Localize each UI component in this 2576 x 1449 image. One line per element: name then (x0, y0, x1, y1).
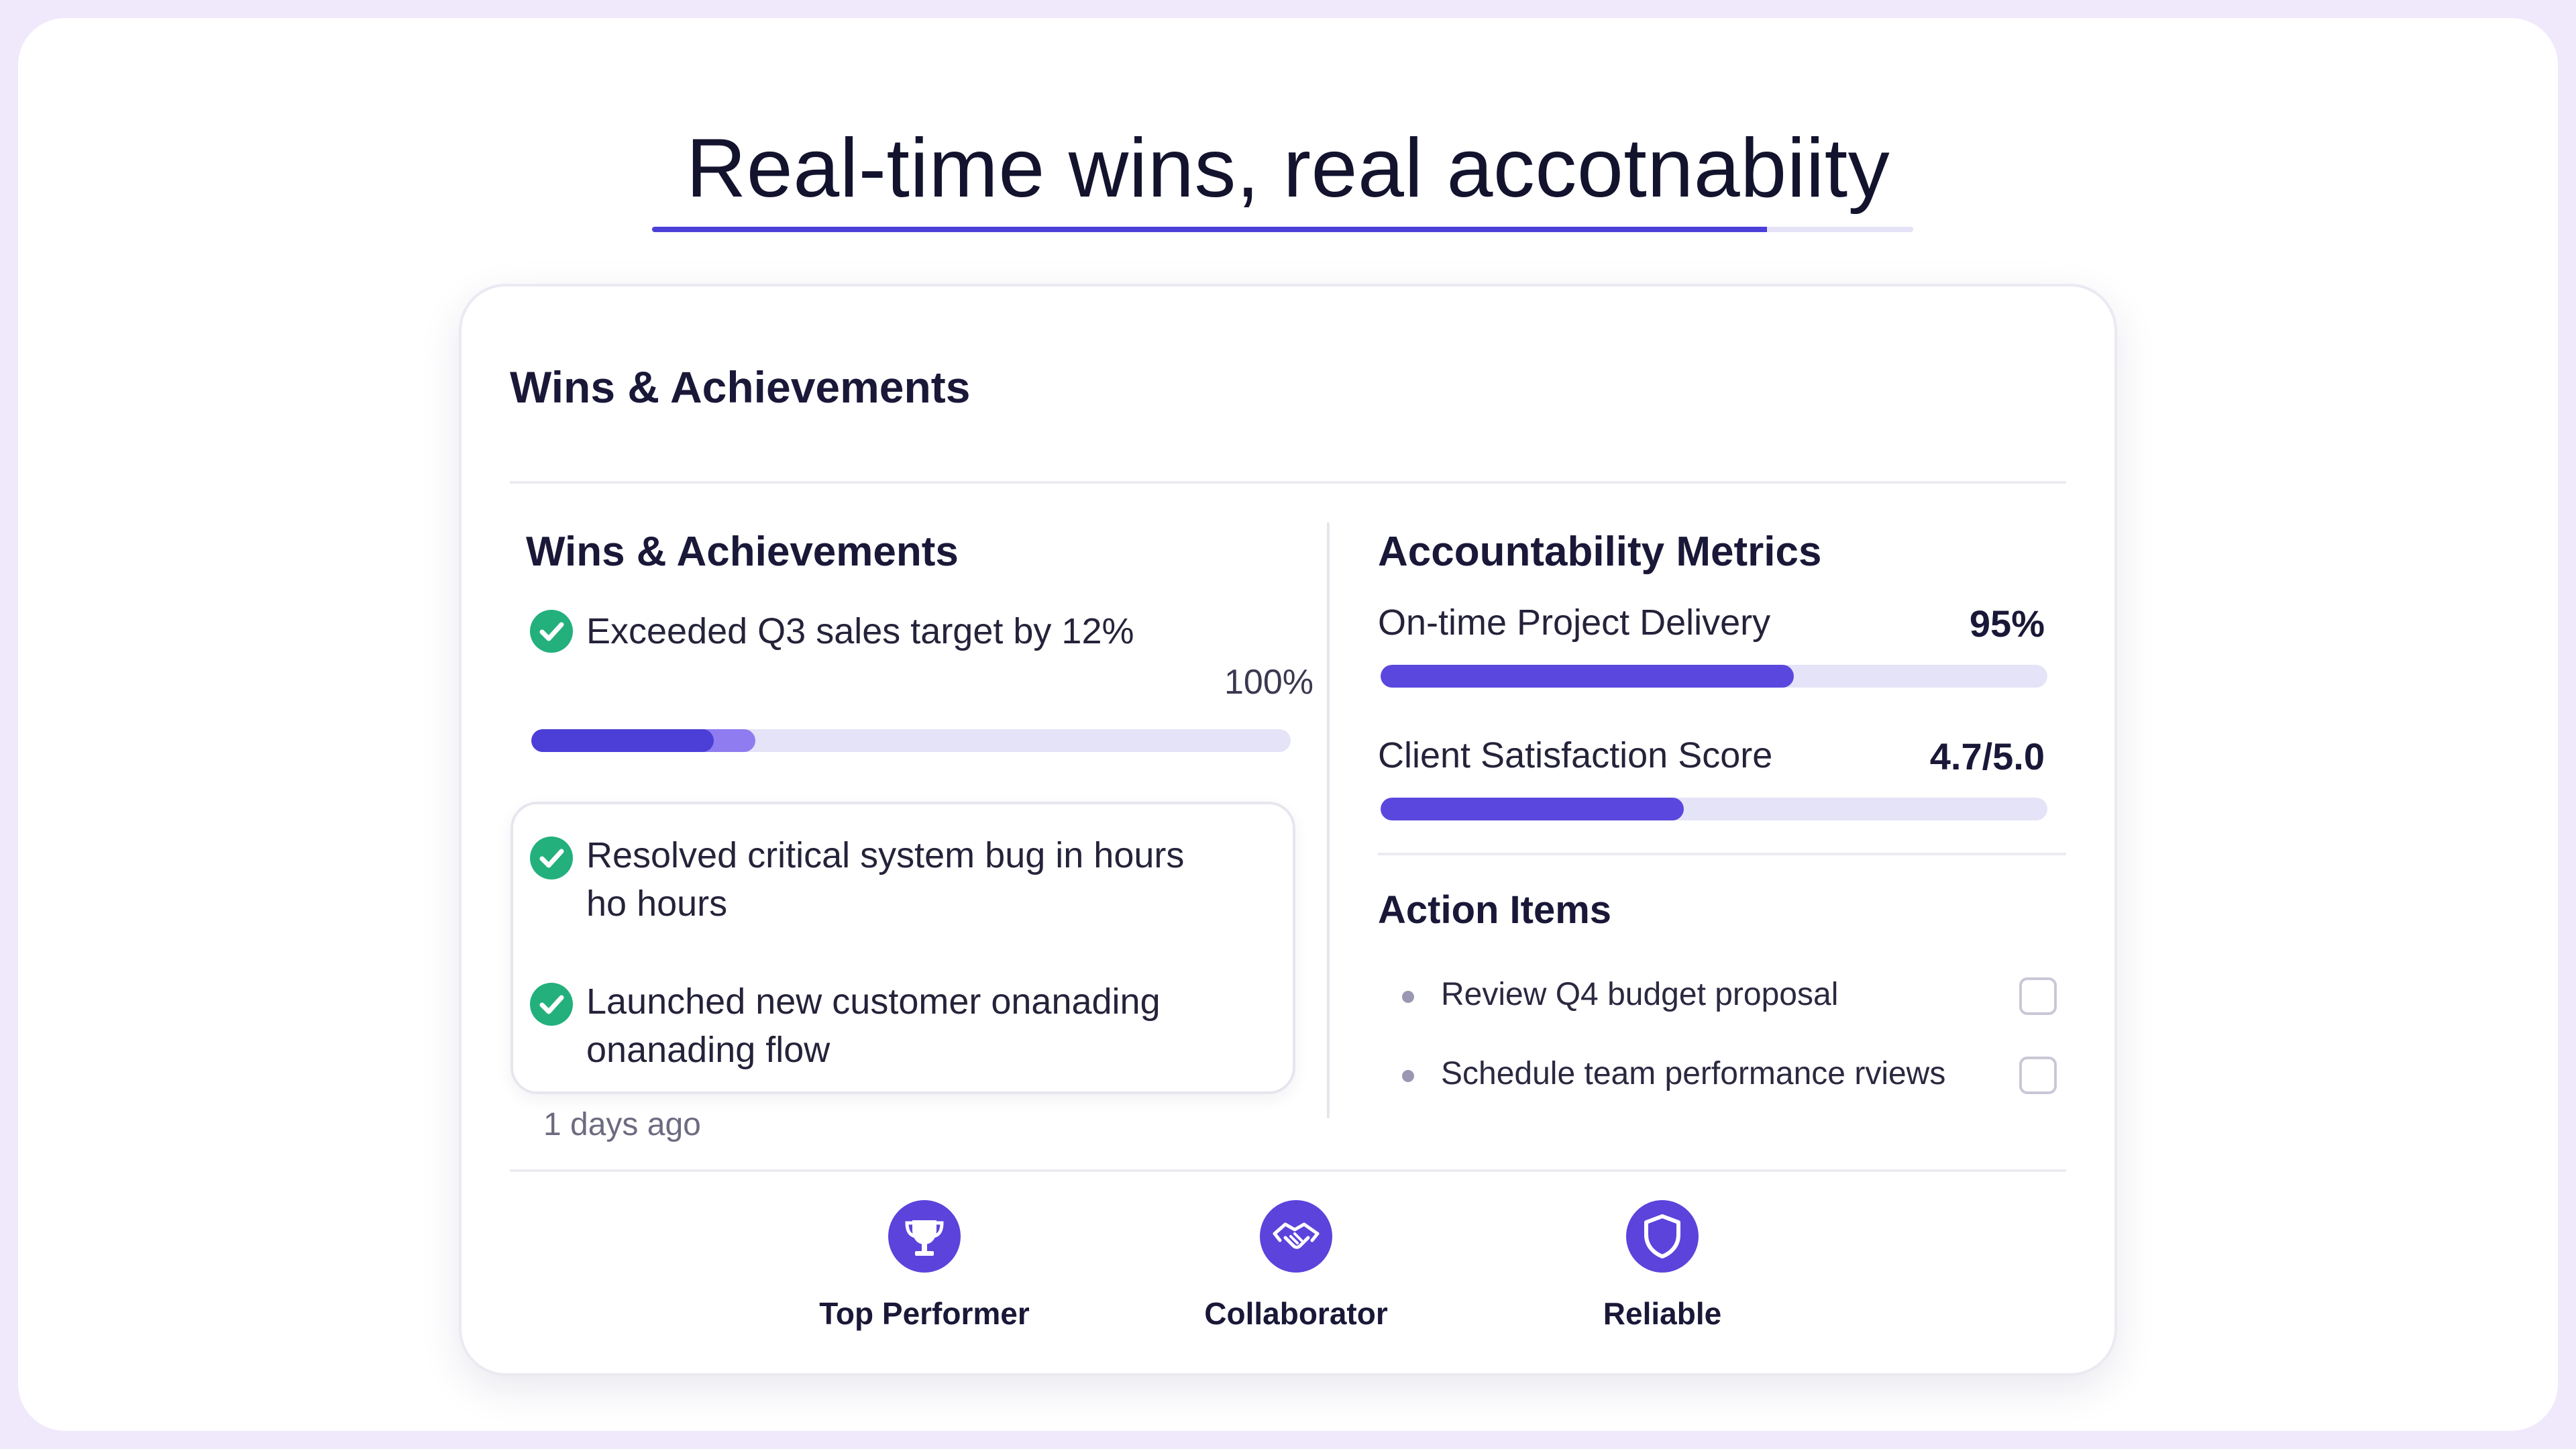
win-progress-label: 100% (1224, 663, 1313, 702)
metric-progress-bar (1381, 798, 2047, 820)
headline-underline-fill (652, 227, 1767, 232)
win-progress-fill (531, 729, 714, 752)
wins-detail-box: Resolved critical system bug in hours ho… (511, 802, 1295, 1094)
win-item-text: Resolved critical system bug in hours ho… (586, 831, 1184, 928)
bullet (1402, 1070, 1414, 1082)
badge-label: Reliable (1603, 1296, 1722, 1331)
metric-label: Client Satisfaction Score (1378, 735, 1773, 775)
shield-icon (1626, 1200, 1699, 1273)
action-item-checkbox[interactable] (2019, 977, 2057, 1015)
win-item-line: Resolved critical system bug in hours (586, 835, 1185, 875)
timestamp: 1 days ago (543, 1107, 701, 1142)
bullet (1402, 991, 1414, 1003)
actions-section-title: Action Items (1378, 888, 1612, 932)
action-item-text: Schedule team performance rviews (1441, 1056, 1946, 1091)
badges-divider (510, 1169, 2066, 1172)
wins-section-title: Wins & Achievements (526, 529, 959, 575)
check-circle-icon (530, 610, 573, 653)
badge-collaborator[interactable]: Collaborator (1182, 1200, 1410, 1348)
card-title: Wins & Achievements (510, 362, 971, 412)
metric-value: 4.7/5.0 (1929, 735, 2045, 777)
badge-label: Collaborator (1204, 1296, 1388, 1331)
win-item-line: onanading flow (586, 1030, 830, 1070)
metric-value: 95% (1969, 602, 2045, 645)
check-circle-icon (530, 983, 573, 1026)
page-headline: Real-time wins, real accotnabiity (686, 122, 1890, 215)
metrics-divider (1378, 853, 2066, 855)
metrics-section-title: Accountability Metrics (1378, 529, 1822, 575)
metric-progress-fill (1381, 665, 1794, 688)
metric-progress-fill (1381, 798, 1684, 820)
handshake-icon (1260, 1200, 1332, 1273)
column-divider (1327, 523, 1330, 1118)
win-item-line: ho hours (586, 883, 728, 924)
wins-card: Wins & Achievements Wins & Achievements … (459, 284, 2117, 1376)
win-item-text: Exceeded Q3 sales target by 12% (586, 611, 1134, 651)
badge-top-performer[interactable]: Top Performer (810, 1200, 1038, 1348)
card-header-divider (510, 481, 2066, 484)
win-item-text: Launched new customer onanading onanadin… (586, 977, 1161, 1074)
action-item-text: Review Q4 budget proposal (1441, 977, 1839, 1012)
trophy-icon (888, 1200, 961, 1273)
action-item-checkbox[interactable] (2019, 1057, 2057, 1094)
headline-underline (652, 227, 1913, 232)
badge-label: Top Performer (819, 1296, 1030, 1331)
metric-progress-bar (1381, 665, 2047, 688)
win-progress-bar (531, 729, 1291, 752)
check-circle-icon (530, 837, 573, 879)
metric-label: On-time Project Delivery (1378, 602, 1771, 643)
badge-reliable[interactable]: Reliable (1548, 1200, 1776, 1348)
win-item-line: Launched new customer onanading (586, 981, 1161, 1022)
